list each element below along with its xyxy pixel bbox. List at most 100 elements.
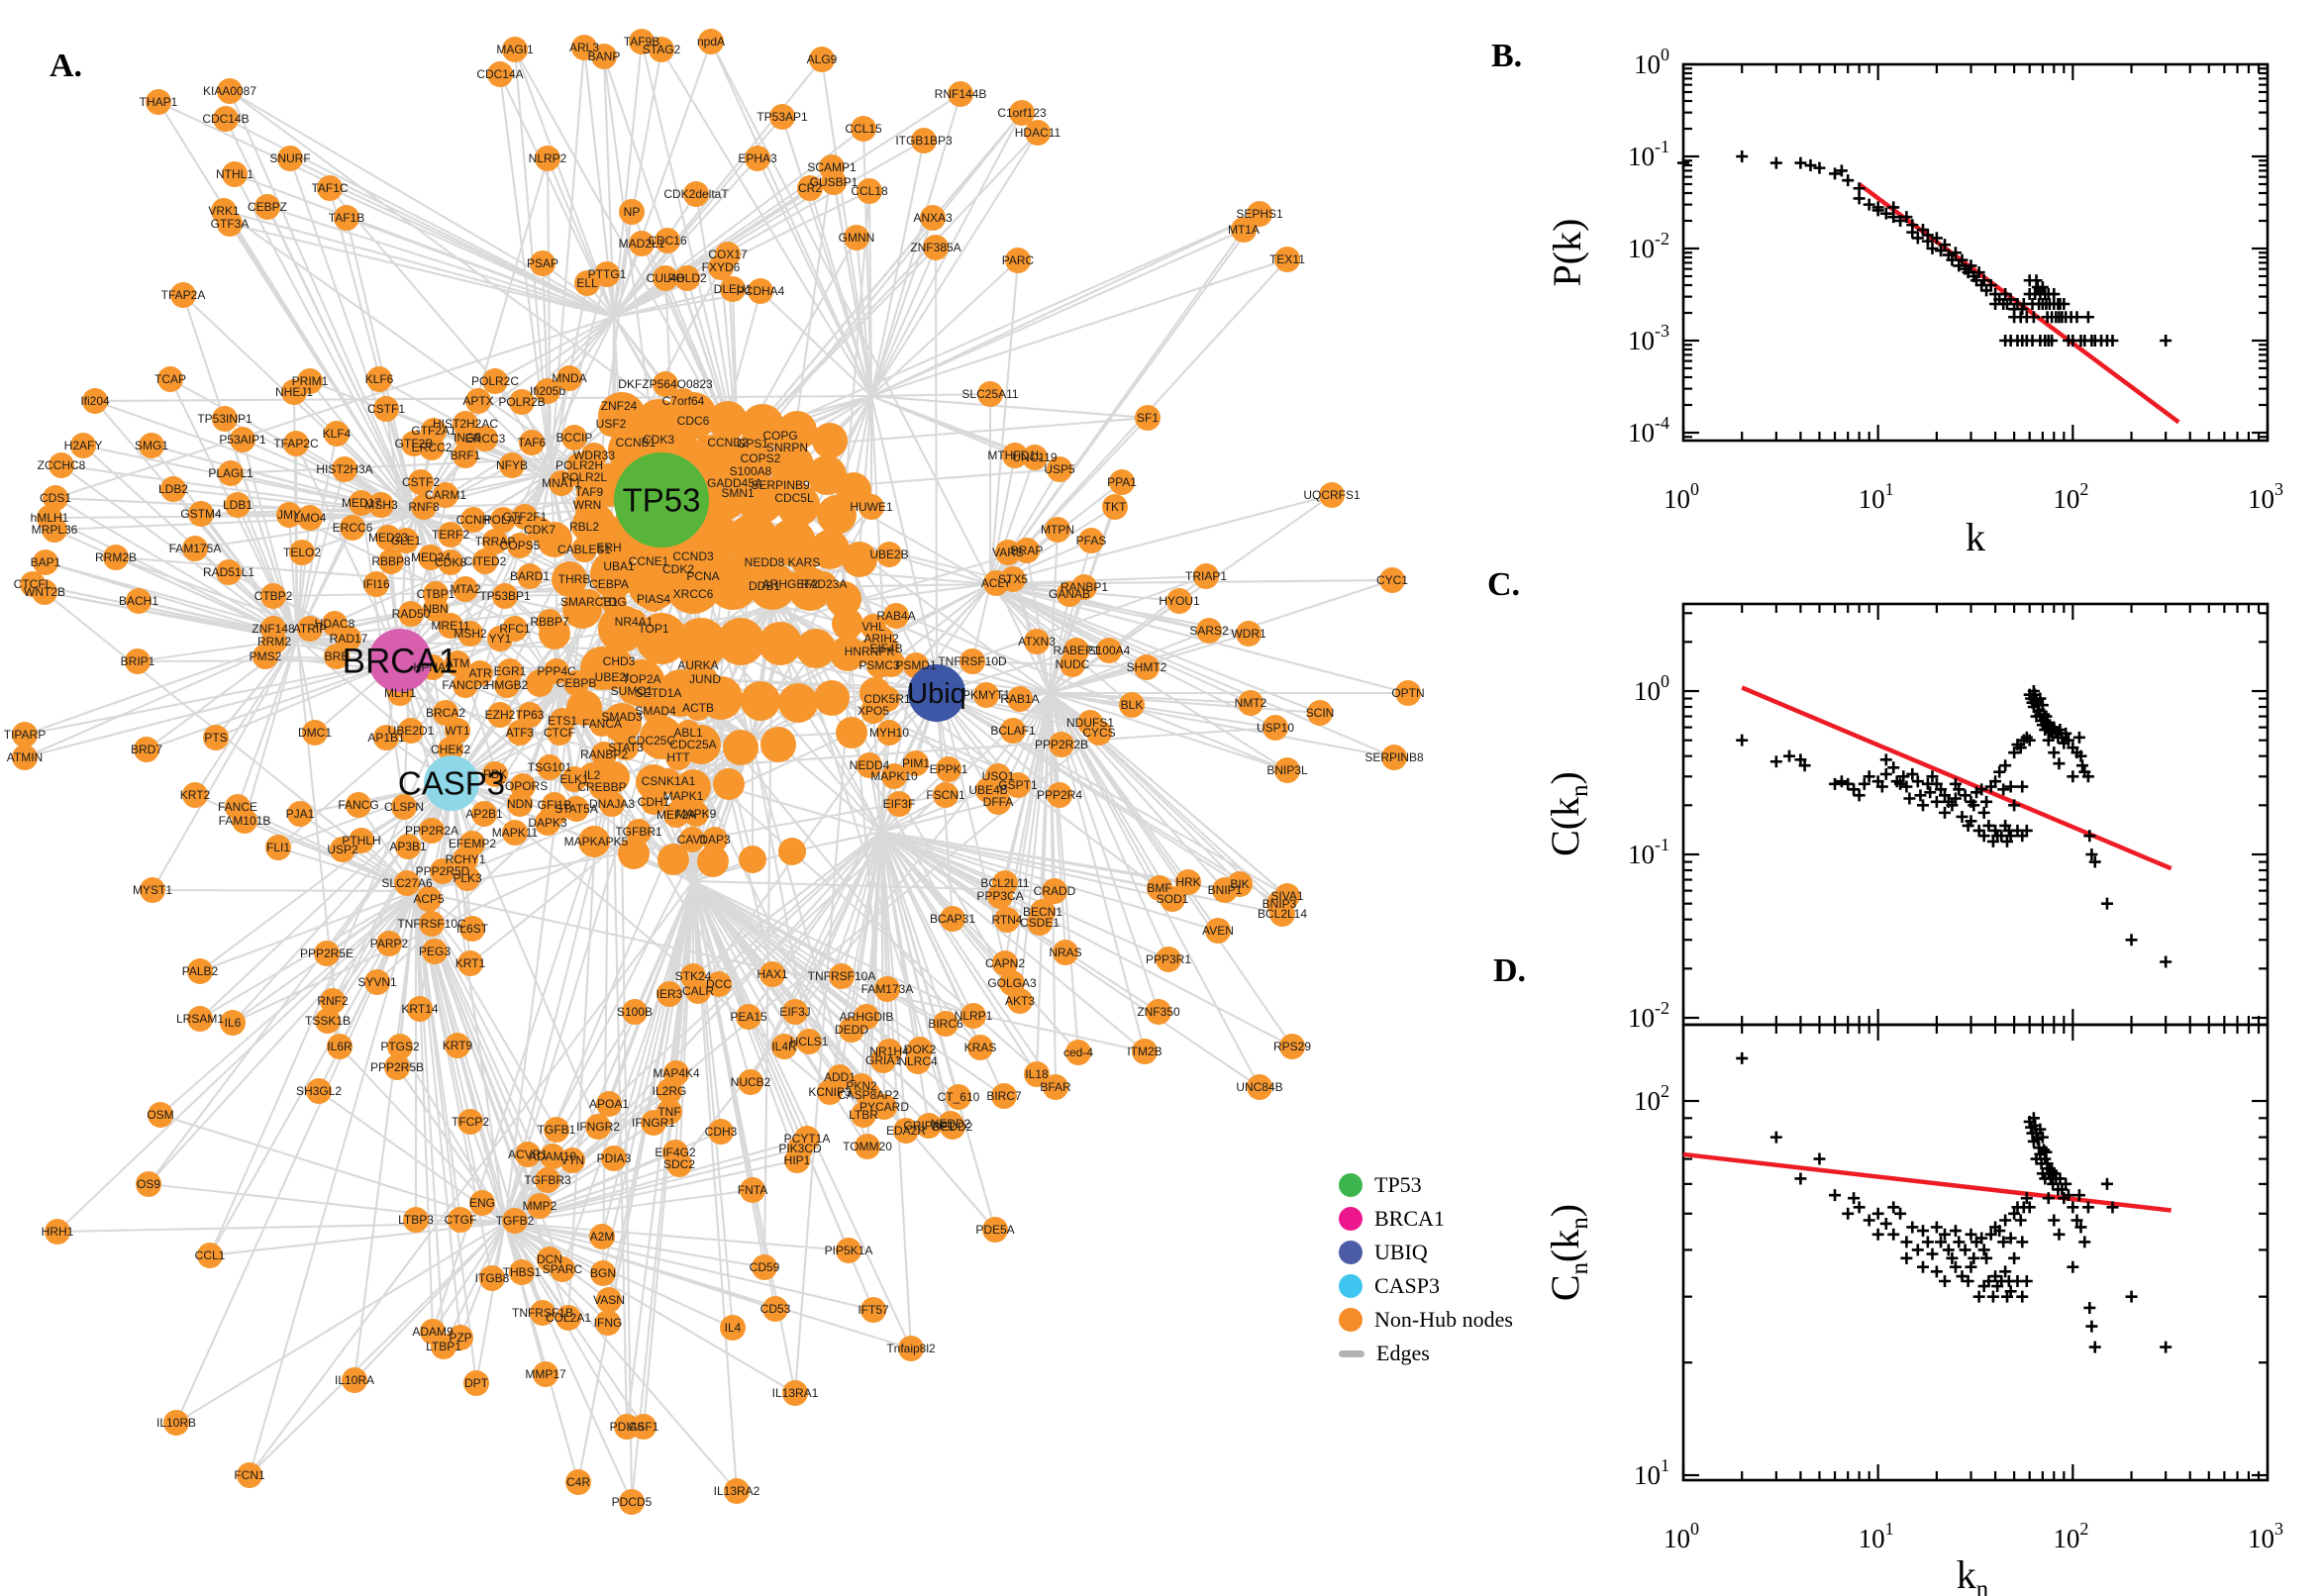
network-node xyxy=(628,558,679,610)
network-node xyxy=(923,235,949,260)
network-node xyxy=(416,886,442,912)
network-node xyxy=(665,558,721,614)
network-node xyxy=(487,626,513,651)
network-node xyxy=(276,502,302,528)
network-node xyxy=(482,529,508,554)
network-node xyxy=(537,754,562,780)
network-node xyxy=(537,522,572,557)
network-node xyxy=(741,404,784,448)
network-node xyxy=(559,1147,585,1173)
network-node xyxy=(983,570,1009,596)
network-node xyxy=(391,794,417,820)
network-node xyxy=(720,276,746,302)
network-node xyxy=(656,1078,682,1104)
network-node xyxy=(1102,494,1128,520)
legend-item-label: Edges xyxy=(1376,1341,1430,1365)
network-node xyxy=(629,29,655,54)
network-node xyxy=(552,561,587,597)
network-node xyxy=(1236,621,1262,647)
network-node xyxy=(482,761,508,787)
network-node xyxy=(197,1243,223,1268)
network-node xyxy=(527,1193,553,1219)
network-node xyxy=(170,282,196,308)
network-node xyxy=(433,482,458,508)
network-node xyxy=(870,1047,896,1073)
network-node xyxy=(749,562,796,610)
data-points xyxy=(1736,685,2172,968)
fit-line xyxy=(1682,1151,2172,1213)
network-node xyxy=(420,1319,446,1345)
network-node xyxy=(839,1017,864,1043)
network-node xyxy=(556,1305,581,1331)
network-node xyxy=(549,470,574,496)
axis-ticks xyxy=(1681,1025,2270,1480)
network-node xyxy=(636,613,687,664)
network-node xyxy=(136,1171,161,1197)
network-node xyxy=(1156,947,1181,972)
tick-label: 101 xyxy=(1859,1519,1894,1553)
network-node xyxy=(317,175,343,201)
network-node xyxy=(1078,528,1104,553)
tick-label: 101 xyxy=(1859,479,1894,514)
network-node xyxy=(778,683,818,723)
network-node xyxy=(422,939,448,964)
network-node xyxy=(851,116,876,142)
node-swatch-icon xyxy=(1339,1308,1363,1332)
network-node xyxy=(384,1054,410,1080)
network-node xyxy=(187,958,213,984)
network-node xyxy=(430,858,455,884)
network-node xyxy=(302,720,328,746)
network-node xyxy=(438,737,463,762)
node-label: CUL4B xyxy=(647,271,685,285)
network-node xyxy=(346,792,371,818)
network-node xyxy=(1395,680,1421,706)
plot-frame xyxy=(1681,62,2270,443)
legend-item-non-hub-nodes: Non-Hub nodes xyxy=(1339,1307,1513,1333)
network-node xyxy=(1096,638,1122,663)
node-swatch-icon xyxy=(1339,1173,1363,1197)
tick-label: 10-1 xyxy=(1628,835,1669,869)
network-node xyxy=(723,730,758,765)
network-node xyxy=(507,791,533,817)
node-label: ARL3 xyxy=(569,41,599,54)
network-node xyxy=(812,423,848,458)
network-node xyxy=(1027,910,1053,936)
network-node xyxy=(876,720,902,746)
network-node xyxy=(457,1109,483,1135)
network-node xyxy=(49,452,74,478)
network-node xyxy=(544,1117,569,1143)
network-node xyxy=(1231,217,1257,243)
network-node xyxy=(736,1004,761,1030)
network-node xyxy=(306,1078,332,1104)
network-node xyxy=(418,545,444,570)
network-node xyxy=(741,681,780,721)
network-node xyxy=(1205,918,1231,944)
network-node xyxy=(1381,745,1407,770)
network-node xyxy=(1166,588,1192,614)
network-node xyxy=(1135,405,1161,431)
network-node xyxy=(398,718,424,744)
network-node xyxy=(1175,869,1201,895)
hub-node-ubiq xyxy=(908,664,965,722)
network-node xyxy=(535,146,560,171)
network-node xyxy=(663,802,689,828)
network-node xyxy=(591,742,617,767)
network-node xyxy=(784,1147,810,1173)
network-node xyxy=(1134,654,1160,680)
network-node xyxy=(457,621,483,647)
network-node xyxy=(146,89,171,115)
network-node xyxy=(334,205,359,231)
network-node xyxy=(182,536,208,561)
network-node xyxy=(487,61,513,87)
node-label: CDC14A xyxy=(476,67,523,81)
node-label: MT1A xyxy=(1228,223,1260,237)
network-node xyxy=(398,601,424,627)
network-node xyxy=(699,676,743,720)
node-label: THAP1 xyxy=(140,95,178,109)
node-label: MAD2L1 xyxy=(619,237,665,250)
node-label: CDK2deltaT xyxy=(663,187,729,201)
legend-item-tp53: TP53 xyxy=(1339,1172,1513,1198)
legend-item-label: TP53 xyxy=(1374,1172,1422,1197)
network-node xyxy=(737,476,784,524)
network-node xyxy=(940,906,965,932)
